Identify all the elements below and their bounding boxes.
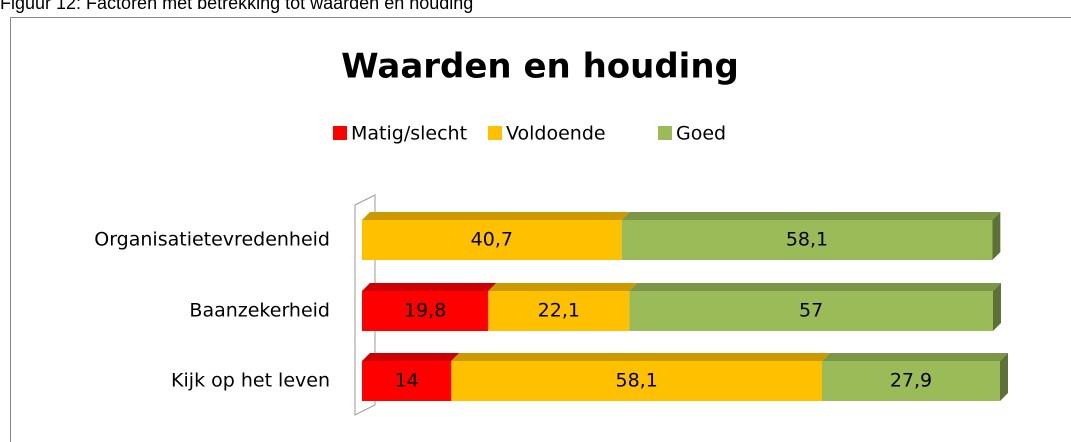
bar [451, 361, 822, 401]
bar-top [488, 283, 638, 291]
bar-top [621, 212, 1001, 220]
legend-swatch [658, 126, 672, 140]
legend-label: Goed [676, 123, 726, 145]
value-label: 22,1 [538, 300, 580, 322]
caption: Figuur 12: Factoren met betrekking tot w… [0, 0, 473, 13]
bar-top [629, 283, 1001, 291]
legend-swatch [488, 126, 502, 140]
bar-top [362, 212, 630, 220]
legend-label: Voldoende [506, 123, 606, 145]
y-tick-label: Baanzekerheid [189, 300, 330, 322]
bar [362, 220, 622, 260]
value-label: 19,8 [404, 300, 446, 322]
y-tick-label: Organisatietevredenheid [94, 229, 330, 251]
chart-frame [10, 17, 1071, 442]
legend-swatch [333, 126, 347, 140]
bar [362, 361, 452, 401]
bar-side [992, 283, 1001, 331]
legend-label: Matig/slecht [351, 123, 467, 145]
bar-side [1000, 353, 1008, 401]
chart-title: Waarden en houding [341, 47, 739, 87]
bar-top [362, 283, 497, 291]
bar [821, 361, 1000, 401]
value-label: 58,1 [616, 370, 658, 392]
value-label: 27,9 [890, 370, 932, 392]
y-tick-label: Kijk op het leven [171, 370, 330, 392]
bar-top [362, 353, 460, 361]
bar-top [451, 353, 830, 361]
bar-side [992, 212, 1001, 260]
value-label: 40,7 [471, 229, 513, 251]
wall [354, 194, 376, 416]
bar [629, 291, 993, 331]
bar [488, 291, 630, 331]
bar [621, 220, 993, 260]
value-label: 57 [799, 300, 823, 322]
bar [362, 291, 489, 331]
bar-top [821, 353, 1008, 361]
value-label: 58,1 [786, 229, 828, 251]
value-label: 14 [395, 370, 419, 392]
